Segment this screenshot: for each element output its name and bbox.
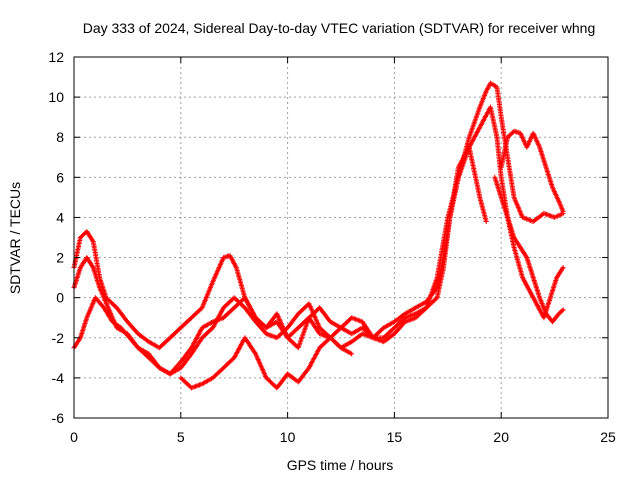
data-point <box>349 351 355 357</box>
series-track-5 <box>498 128 566 214</box>
x-tick-label: 5 <box>177 429 185 445</box>
data-layer <box>71 80 566 391</box>
grid-layer <box>74 57 608 418</box>
chart-title: Day 333 of 2024, Sidereal Day-to-day VTE… <box>83 20 596 36</box>
x-tick-label: 15 <box>387 429 403 445</box>
data-point <box>483 218 489 224</box>
y-axis-label: SDTVAR / TECUs <box>7 182 23 294</box>
series-track-6 <box>492 174 566 325</box>
y-tick-label: 6 <box>56 169 64 185</box>
y-tick-label: 8 <box>56 129 64 145</box>
plot-frame <box>73 56 609 419</box>
y-tick-label: 12 <box>48 49 64 65</box>
x-tick-label: 0 <box>70 429 78 445</box>
y-tick-label: -2 <box>52 330 65 346</box>
tick-layer: 0 5 10 15 20 25 -6 -4 -2 0 2 4 6 8 10 12 <box>48 49 616 445</box>
y-tick-label: 10 <box>48 89 64 105</box>
data-point <box>560 208 566 214</box>
x-axis-label: GPS time / hours <box>287 457 394 473</box>
series-track-4 <box>178 335 355 391</box>
y-tick-label: 0 <box>56 290 64 306</box>
y-tick-label: 2 <box>56 250 64 266</box>
y-tick-label: -6 <box>52 410 65 426</box>
series-track-3 <box>71 104 566 377</box>
x-tick-label: 20 <box>493 429 509 445</box>
data-point <box>560 265 566 271</box>
x-tick-label: 10 <box>280 429 296 445</box>
x-tick-label: 25 <box>600 429 616 445</box>
data-point <box>560 307 566 313</box>
data-point <box>559 308 565 314</box>
y-tick-label: 4 <box>56 209 64 225</box>
y-tick-label: -4 <box>52 370 65 386</box>
